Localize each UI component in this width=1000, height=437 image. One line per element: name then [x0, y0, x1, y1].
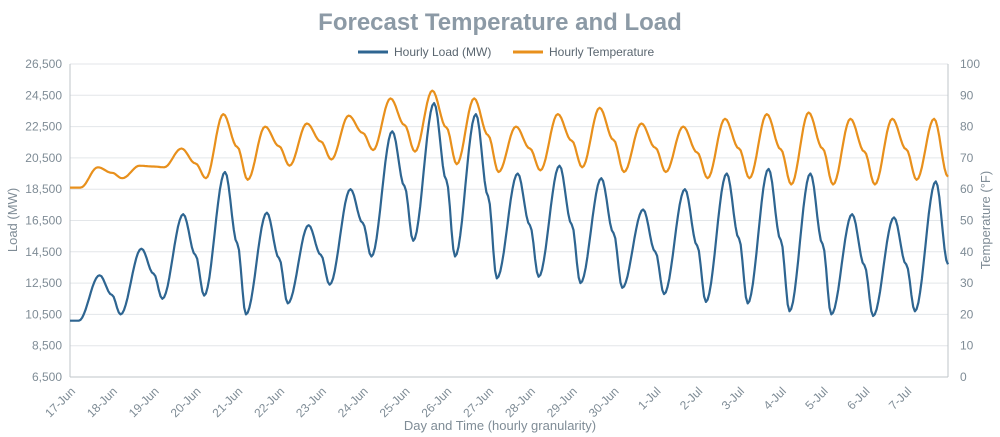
x-tick-label: 3-Jul — [719, 384, 747, 412]
y-right-tick-label: 70 — [960, 151, 974, 165]
y-right-tick-label: 20 — [960, 307, 974, 321]
x-tick-label: 24-Jun — [335, 384, 371, 420]
y-right-tick-label: 90 — [960, 88, 974, 102]
y-right-tick-label: 0 — [960, 370, 967, 384]
y-left-tick-label: 22,500 — [25, 120, 62, 134]
y-right-tick-label: 30 — [960, 276, 974, 290]
y-left-tick-label: 24,500 — [25, 88, 62, 102]
x-tick-label: 7-Jul — [886, 384, 914, 412]
y-left-tick-label: 14,500 — [25, 245, 62, 259]
y-axis-left: 6,500 8,500 10,500 12,500 14,500 16,500 18,500… — [25, 57, 71, 384]
y-left-tick-label: 10,500 — [25, 307, 62, 321]
x-tick-label: 5-Jul — [802, 384, 830, 412]
y-left-tick-label: 8,500 — [32, 339, 62, 353]
y-left-tick-label: 20,500 — [25, 151, 62, 165]
x-tick-label: 25-Jun — [377, 384, 413, 420]
x-tick-label: 21-Jun — [210, 384, 246, 420]
x-tick-label: 4-Jul — [761, 384, 789, 412]
y-left-tick-label: 16,500 — [25, 214, 62, 228]
y-right-tick-label: 10 — [960, 339, 974, 353]
x-tick-label: 29-Jun — [544, 384, 580, 420]
x-tick-label: 6-Jul — [844, 384, 872, 412]
y-left-tick-label: 18,500 — [25, 182, 62, 196]
y-left-tick-label: 12,500 — [25, 276, 62, 290]
x-tick-label: 1-Jul — [635, 384, 663, 412]
y-right-tick-label: 100 — [960, 57, 980, 71]
x-tick-label: 23-Jun — [293, 384, 329, 420]
y-left-tick-label: 26,500 — [25, 57, 62, 71]
x-tick-label: 27-Jun — [460, 384, 496, 420]
y-right-tick-label: 40 — [960, 245, 974, 259]
x-axis-title: Day and Time (hourly granularity) — [404, 418, 596, 433]
x-tick-label: 2-Jul — [677, 384, 705, 412]
chart-title: Forecast Temperature and Load — [318, 9, 682, 36]
legend: Hourly Load (MW) Hourly Temperature — [358, 45, 654, 59]
x-tick-label: 28-Jun — [502, 384, 538, 420]
y-right-tick-label: 50 — [960, 214, 974, 228]
y-axis-left-title: Load (MW) — [5, 188, 20, 252]
legend-label-temperature: Hourly Temperature — [549, 45, 654, 59]
y-left-tick-label: 6,500 — [32, 370, 62, 384]
x-axis: 17-Jun 18-Jun 19-Jun 20-Jun 21-Jun 22-Jun 23-J… — [42, 376, 948, 420]
x-tick-label: 26-Jun — [419, 384, 455, 420]
x-tick-label: 22-Jun — [251, 384, 287, 420]
x-tick-label: 20-Jun — [168, 384, 204, 420]
x-tick-label: 19-Jun — [126, 384, 162, 420]
x-tick-label: 17-Jun — [42, 384, 78, 420]
y-right-tick-label: 60 — [960, 182, 974, 196]
y-axis-right-title: Temperature (°F) — [978, 171, 993, 269]
x-tick-label: 18-Jun — [84, 384, 120, 420]
series-line-temperature — [70, 89, 949, 189]
y-axis-right: 0 10 20 30 40 50 60 70 80 90 100 — [947, 57, 980, 384]
series-line-load — [70, 102, 950, 322]
y-right-tick-label: 80 — [960, 120, 974, 134]
legend-label-load: Hourly Load (MW) — [394, 45, 491, 59]
x-tick-label: 30-Jun — [586, 384, 622, 420]
